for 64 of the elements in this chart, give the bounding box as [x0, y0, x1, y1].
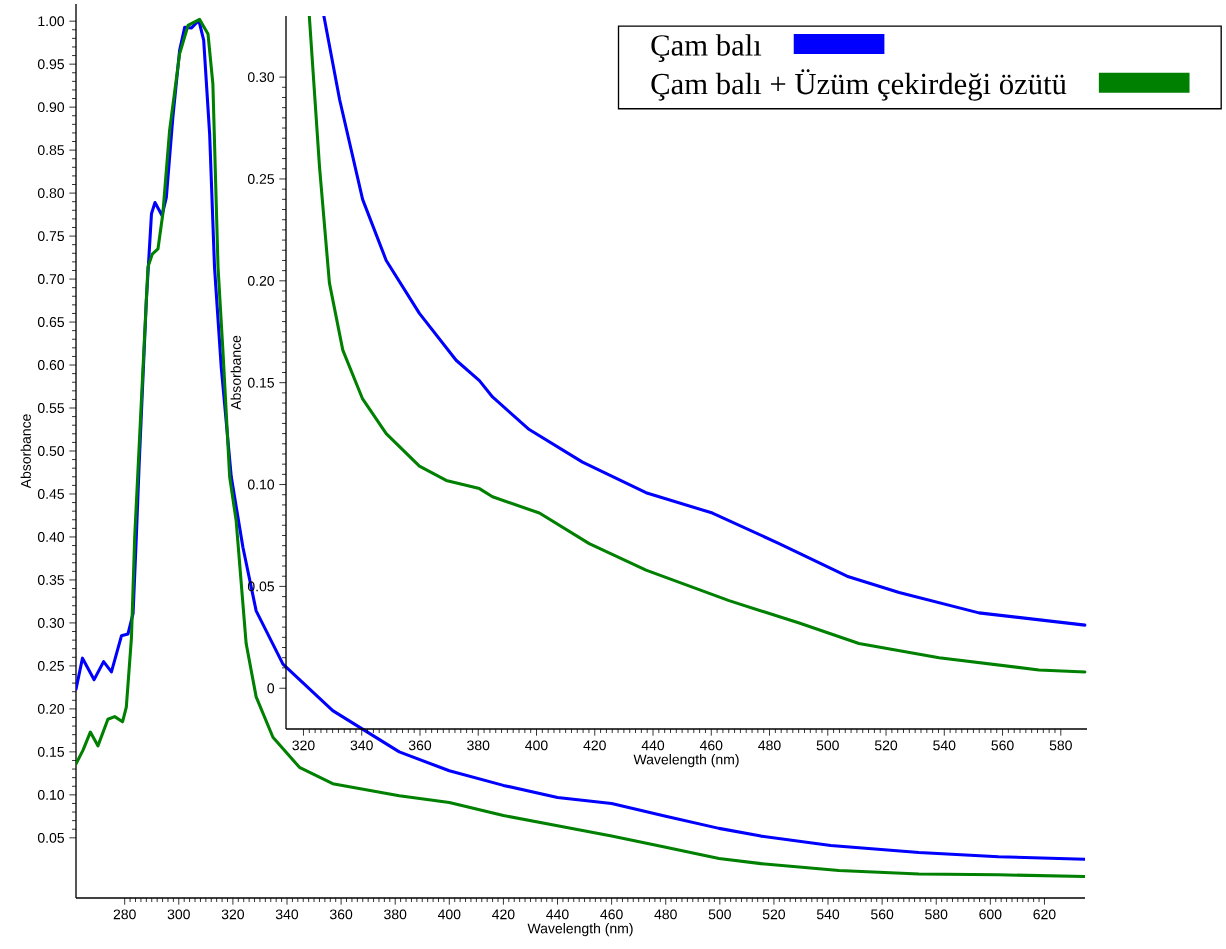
y-tick-label: 0.50 — [37, 446, 65, 456]
y-tick-label: 0.75 — [37, 231, 65, 242]
y-tick-label: 0.10 — [247, 479, 275, 490]
y-tick-label: 0.10 — [37, 789, 65, 800]
x-tick-label: 480 — [654, 909, 677, 920]
x-tick-label: 560 — [991, 740, 1014, 751]
x-tick-label: 480 — [758, 740, 781, 751]
y-tick-label: 0.65 — [37, 317, 65, 328]
x-tick-label: 280 — [113, 909, 136, 920]
x-tick-label: 360 — [408, 740, 432, 751]
y-tick-label: 0.95 — [37, 59, 65, 70]
y-tick-label: 0 — [267, 683, 275, 694]
y-tick-label: 0.25 — [247, 174, 275, 184]
y-tick-label: 0.20 — [247, 275, 275, 286]
x-tick-label: 600 — [979, 909, 1002, 920]
y-tick-label: 0.15 — [247, 377, 275, 388]
x-tick-label: 400 — [437, 909, 461, 920]
x-tick-label: 420 — [583, 740, 606, 751]
y-tick-label: 0.60 — [37, 360, 65, 370]
x-tick-label: 540 — [933, 740, 956, 751]
x-tick-label: 380 — [384, 909, 407, 920]
legend-label: Çam balı — [651, 34, 762, 62]
x-tick-label: 620 — [1033, 909, 1056, 920]
x-tick-label: 500 — [708, 909, 731, 920]
y-tick-label: 0.85 — [37, 145, 65, 156]
x-tick-label: 420 — [492, 909, 515, 920]
x-tick-label: 340 — [275, 909, 299, 920]
x-tick-label: 540 — [816, 909, 840, 920]
x-tick-label: 380 — [467, 740, 490, 751]
x-tick-label: 520 — [874, 740, 898, 751]
y-tick-label: 0.30 — [37, 617, 65, 628]
y-tick-label: 0.55 — [37, 403, 65, 413]
x-tick-label: 520 — [762, 909, 786, 920]
y-axis-title: Absorbance — [230, 335, 241, 410]
y-tick-label: 0.30 — [247, 72, 275, 83]
y-axis-title: Absorbance — [20, 414, 31, 489]
x-tick-label: 300 — [167, 909, 190, 920]
x-tick-label: 440 — [641, 740, 665, 751]
x-axis-title: Wavelength (nm) — [633, 754, 739, 768]
y-tick-label: 0.25 — [37, 660, 65, 671]
x-tick-label: 360 — [329, 909, 353, 920]
y-tick-label: 0.05 — [37, 832, 65, 843]
x-axis-title: Wavelength (nm) — [527, 923, 633, 937]
x-tick-label: 500 — [816, 740, 839, 751]
x-tick-label: 580 — [925, 909, 948, 920]
x-tick-label: 460 — [699, 740, 723, 751]
x-tick-label: 320 — [292, 740, 315, 751]
x-tick-label: 560 — [871, 909, 894, 920]
y-tick-label: 0.15 — [37, 746, 65, 757]
y-tick-label: 1.00 — [38, 16, 65, 27]
x-tick-label: 440 — [546, 909, 569, 920]
y-tick-label: 0.90 — [37, 102, 65, 113]
x-tick-label: 580 — [1049, 740, 1072, 751]
x-tick-label: 340 — [350, 740, 373, 751]
y-tick-label: 0.35 — [37, 574, 65, 585]
x-tick-label: 400 — [525, 740, 548, 751]
y-tick-label: 0.80 — [37, 188, 65, 199]
y-tick-label: 0.20 — [37, 703, 65, 714]
x-tick-label: 460 — [600, 909, 623, 920]
legend-label: Çam balı + Üzüm çekirdeği özütü — [651, 69, 1067, 101]
y-tick-label: 0.45 — [37, 489, 65, 499]
x-tick-label: 320 — [221, 909, 245, 920]
y-tick-label: 0.70 — [37, 274, 65, 285]
y-tick-label: 0.40 — [37, 532, 65, 542]
